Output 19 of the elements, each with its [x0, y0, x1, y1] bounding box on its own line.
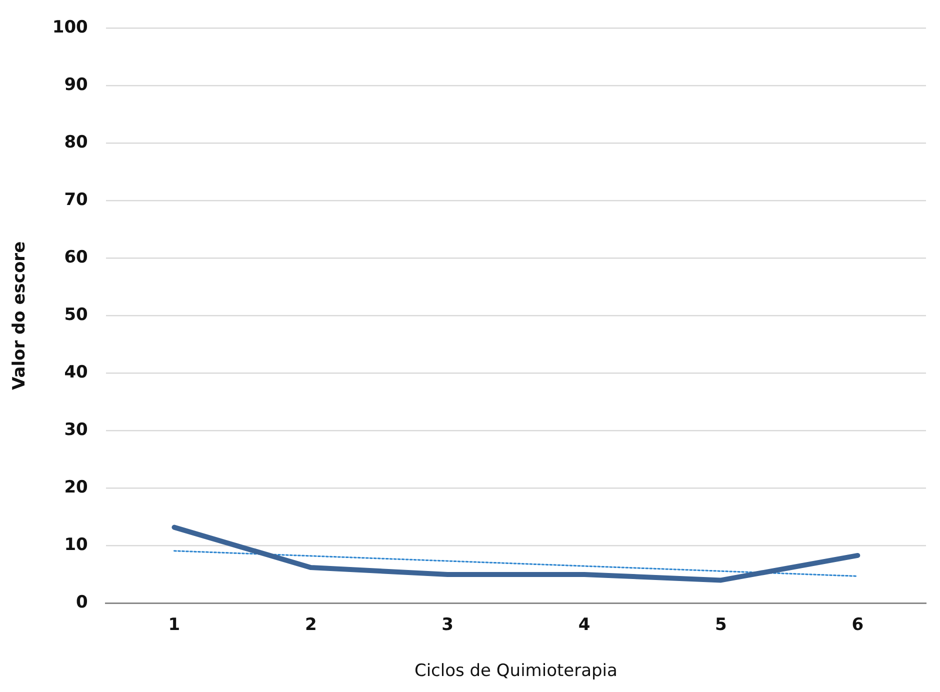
x-axis-title: Ciclos de Quimioterapia — [414, 661, 618, 682]
y-tick-label: 70 — [64, 190, 88, 210]
y-tick-label: 40 — [64, 362, 88, 383]
y-tick-label: 80 — [64, 132, 88, 153]
y-tick-label: 20 — [64, 478, 88, 498]
y-tick-label: 0 — [76, 592, 88, 613]
y-tick-label: 50 — [64, 305, 88, 326]
x-tick-label: 6 — [852, 614, 864, 635]
y-tick-label: 30 — [64, 420, 88, 440]
y-tick-label: 60 — [64, 248, 88, 268]
x-tick-label: 2 — [304, 614, 317, 635]
y-axis-title: Valor do escore — [10, 241, 30, 390]
y-tick-label: 10 — [64, 535, 88, 556]
y-tick-label: 90 — [64, 75, 88, 96]
x-tick-label: 4 — [578, 614, 590, 635]
x-tick-label: 1 — [168, 614, 180, 635]
y-tick-label: 100 — [52, 18, 88, 38]
x-tick-label: 5 — [715, 614, 727, 635]
x-tick-label: 3 — [442, 614, 454, 635]
